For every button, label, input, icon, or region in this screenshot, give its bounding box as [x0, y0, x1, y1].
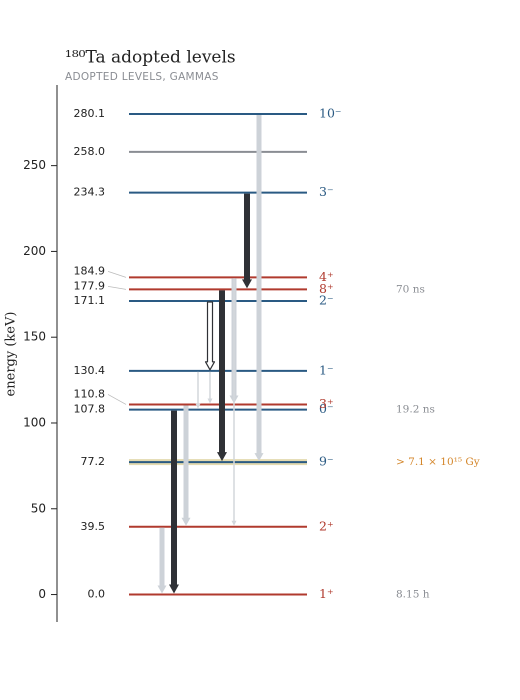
level-spin: 8⁺ [319, 281, 334, 296]
y-tick-label: 100 [23, 415, 46, 429]
level-energy-label: 110.8 [74, 387, 106, 400]
level-spin: 3⁻ [319, 184, 334, 199]
level-energy-label: 39.5 [81, 520, 106, 533]
gamma-arrow [207, 371, 213, 404]
label-leader [107, 394, 127, 405]
level-energy-label: 177.9 [74, 279, 106, 292]
gamma-arrow [169, 410, 179, 594]
chart-subtitle: ADOPTED LEVELS, GAMMAS [65, 71, 219, 83]
level-energy-label: 258.0 [74, 145, 106, 158]
gamma-arrow [254, 114, 264, 462]
level-energy-label: 171.1 [74, 294, 106, 307]
chart-title: ¹⁸⁰Ta adopted levels [65, 48, 236, 68]
level-spin: 1⁺ [319, 586, 334, 601]
y-tick-label: 200 [23, 244, 46, 258]
level-spin: 3⁺ [319, 396, 334, 411]
level-half-life: 8.15 h [396, 589, 430, 601]
level-energy-label: 234.3 [74, 186, 106, 199]
level-half-life: 19.2 ns [396, 404, 435, 416]
gamma-arrow [231, 278, 237, 526]
gamma-arrow [157, 527, 167, 594]
level-energy-label: 77.2 [81, 455, 106, 468]
gamma-arrow [204, 301, 216, 371]
level-spin: 2⁻ [319, 293, 334, 308]
level-spin: 10⁻ [319, 105, 342, 120]
y-tick-label: 50 [31, 501, 46, 515]
level-half-life: 70 ns [396, 283, 425, 295]
level-spin: 0⁻ [319, 401, 334, 416]
level-spin: 4⁺ [319, 269, 334, 284]
level-spin: 2⁺ [319, 518, 334, 533]
level-energy-label: 0.0 [88, 588, 106, 601]
label-leader [107, 270, 127, 278]
y-tick-label: 0 [38, 587, 46, 601]
gamma-arrow [242, 193, 252, 289]
y-axis-label: energy (keV) [4, 312, 19, 397]
level-half-life: > 7.1 × 10¹⁵ Gy [396, 456, 480, 468]
level-energy-label: 130.4 [74, 364, 106, 377]
level-spin: 1⁻ [319, 362, 334, 377]
label-leader [107, 285, 127, 290]
gamma-arrow [217, 290, 227, 462]
y-tick-label: 250 [23, 158, 46, 172]
level-energy-label: 184.9 [74, 264, 106, 277]
level-energy-label: 107.8 [74, 403, 106, 416]
level-spin: 9⁻ [319, 454, 334, 469]
y-tick-label: 150 [23, 330, 46, 344]
gamma-arrow [181, 405, 191, 526]
level-energy-label: 280.1 [74, 107, 106, 120]
gamma-arrow [195, 371, 201, 409]
